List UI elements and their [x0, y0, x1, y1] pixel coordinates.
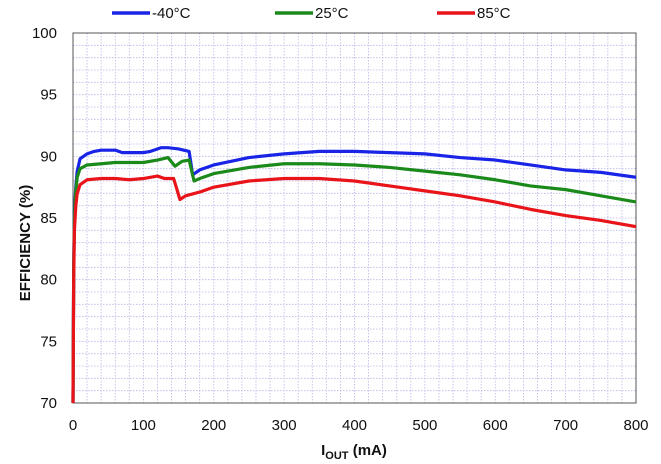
legend-label: 25°C — [315, 5, 349, 22]
grid — [72, 32, 637, 404]
x-tick-label: 600 — [483, 417, 508, 434]
series-line-2 — [71, 174, 637, 404]
tick-labels: 0 100 200 300 400 500 600 700 800 70 75 80 85 90 95 100 — [32, 25, 649, 434]
y-tick-label: 70 — [40, 395, 57, 412]
x-tick-label: 0 — [69, 417, 77, 434]
x-axis-title: IOUT (mA) — [321, 442, 387, 462]
y-tick-label: 85 — [40, 210, 57, 227]
x-tick-label: 200 — [201, 417, 226, 434]
x-tick-label: 100 — [131, 417, 156, 434]
x-axis-title-subscript: OUT — [325, 450, 349, 462]
y-tick-label: 75 — [40, 333, 57, 350]
x-axis-title-main: I — [321, 442, 325, 459]
y-tick-label: 100 — [32, 25, 57, 42]
y-tick-label: 80 — [40, 272, 57, 289]
y-tick-label: 90 — [40, 148, 57, 165]
series-lines — [71, 146, 637, 404]
x-tick-label: 800 — [623, 417, 648, 434]
x-tick-label: 700 — [553, 417, 578, 434]
legend-label: -40°C — [152, 5, 191, 22]
y-axis-title: EFFICIENCY (%) — [17, 185, 34, 301]
x-tick-label: 500 — [412, 417, 437, 434]
y-tick-label: 95 — [40, 87, 57, 104]
legend: -40°C 25°C 85°C — [112, 5, 511, 22]
series-line-1 — [71, 155, 637, 404]
x-tick-label: 300 — [272, 417, 297, 434]
x-tick-label: 400 — [342, 417, 367, 434]
series-line-0 — [71, 146, 637, 404]
x-axis-title-unit: (mA) — [349, 442, 387, 459]
legend-label: 85°C — [477, 5, 511, 22]
